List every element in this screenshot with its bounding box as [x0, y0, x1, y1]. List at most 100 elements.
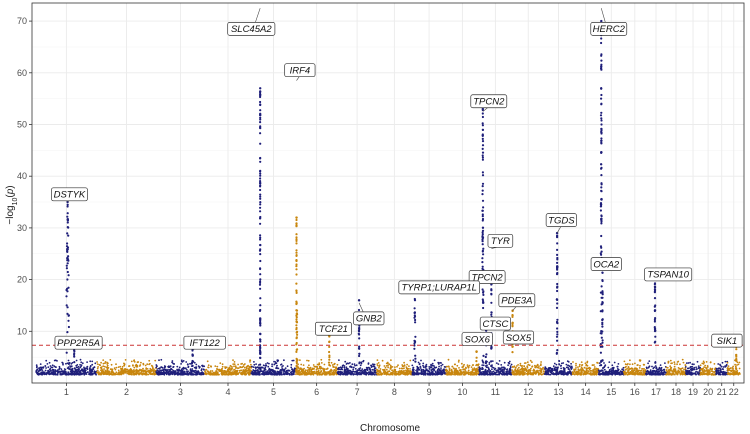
data-point	[709, 361, 712, 364]
data-point	[713, 363, 716, 365]
data-point	[542, 370, 545, 373]
data-point	[133, 369, 135, 371]
data-point	[226, 371, 228, 373]
data-point	[305, 373, 308, 376]
data-point	[485, 366, 488, 369]
data-point	[399, 373, 402, 376]
data-point	[221, 365, 224, 368]
data-point	[268, 367, 271, 370]
data-point	[501, 370, 504, 373]
data-point	[608, 369, 611, 372]
data-point	[292, 359, 295, 362]
data-point	[481, 128, 484, 131]
data-point	[124, 371, 127, 374]
data-point	[320, 362, 323, 364]
data-point	[295, 318, 298, 321]
data-point	[323, 373, 325, 375]
data-point	[259, 248, 262, 251]
data-point	[282, 365, 284, 367]
data-point	[197, 365, 200, 367]
data-point	[691, 365, 694, 368]
data-point	[165, 373, 168, 376]
data-point	[43, 372, 46, 375]
data-point	[115, 371, 118, 374]
data-point	[165, 369, 168, 372]
data-point	[259, 174, 262, 177]
data-point	[268, 362, 270, 365]
data-point	[497, 363, 500, 365]
data-point	[414, 335, 417, 338]
data-point	[216, 365, 219, 368]
data-point	[144, 364, 147, 367]
data-point	[330, 361, 333, 364]
data-point	[176, 365, 179, 368]
data-point	[167, 372, 170, 374]
data-point	[177, 373, 180, 376]
data-point	[638, 367, 641, 369]
data-point	[542, 373, 544, 375]
data-point	[647, 362, 649, 365]
data-point	[55, 373, 57, 376]
data-point	[567, 361, 570, 363]
grid-lines	[32, 3, 744, 383]
data-point	[677, 369, 680, 372]
data-point	[629, 363, 631, 366]
data-point	[51, 364, 54, 367]
data-point	[376, 369, 379, 372]
data-point	[305, 372, 308, 374]
data-point	[475, 367, 478, 370]
data-point	[525, 369, 527, 372]
data-point	[83, 373, 86, 375]
data-point	[238, 371, 241, 374]
data-point	[332, 370, 335, 373]
data-point	[189, 368, 192, 371]
data-point	[105, 366, 108, 369]
data-point	[521, 373, 524, 376]
data-point	[459, 369, 462, 371]
data-point	[291, 359, 294, 362]
data-point	[344, 360, 347, 363]
data-point	[532, 369, 535, 372]
data-point	[418, 372, 421, 375]
data-point	[107, 362, 109, 365]
data-point	[128, 372, 131, 375]
data-point	[177, 370, 180, 372]
data-point	[649, 370, 652, 373]
data-point	[97, 366, 99, 368]
data-point	[633, 369, 636, 372]
data-point	[295, 233, 298, 236]
data-point	[357, 308, 361, 312]
data-point	[397, 364, 399, 367]
data-point	[53, 371, 55, 374]
data-point	[308, 372, 310, 375]
data-point	[333, 373, 336, 375]
data-point	[258, 283, 262, 286]
data-point	[300, 363, 303, 366]
data-point	[295, 273, 298, 276]
data-point	[100, 361, 102, 364]
data-point	[258, 373, 261, 375]
data-point	[230, 373, 233, 376]
data-point	[259, 114, 262, 117]
data-point	[480, 372, 483, 375]
data-point	[680, 372, 683, 375]
data-point	[195, 363, 198, 366]
data-point	[387, 362, 389, 365]
data-point	[508, 362, 510, 364]
data-point	[259, 132, 262, 135]
data-point	[615, 371, 618, 374]
data-point	[96, 367, 99, 370]
data-point	[404, 373, 406, 376]
data-point	[413, 307, 416, 310]
data-point	[278, 372, 281, 375]
data-point	[48, 361, 51, 364]
data-point	[603, 362, 605, 364]
data-point	[478, 369, 481, 372]
data-point	[92, 368, 95, 370]
data-point	[712, 373, 715, 376]
data-point	[503, 369, 506, 371]
data-point	[725, 365, 728, 367]
data-point	[358, 330, 361, 333]
data-point	[47, 371, 50, 374]
data-point	[102, 362, 105, 365]
